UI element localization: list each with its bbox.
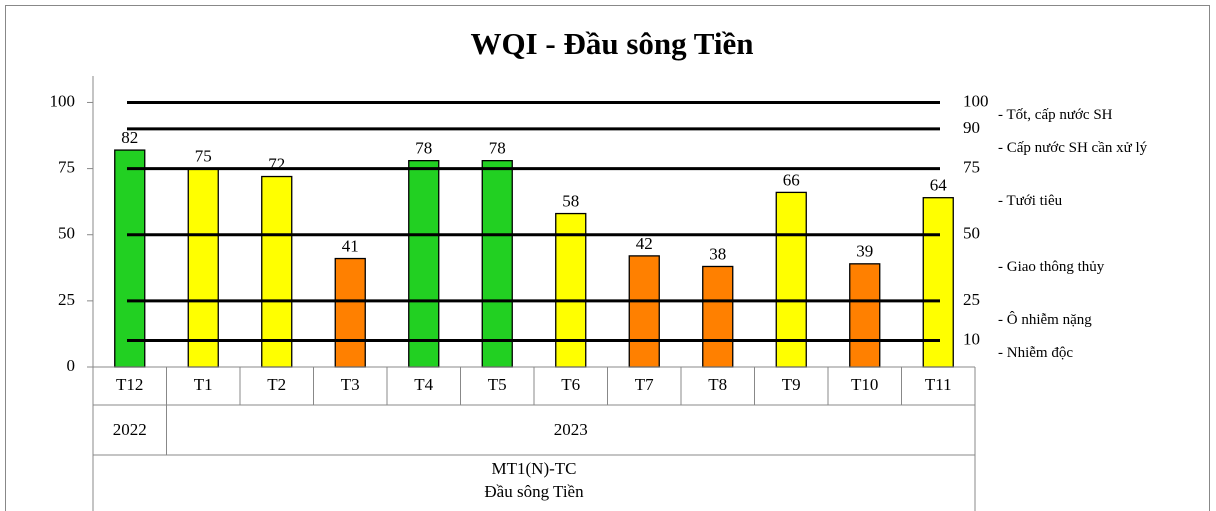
bar: [555, 212, 587, 368]
value-label: 78: [489, 139, 506, 158]
y-tick-label: 0: [67, 356, 76, 375]
x-tick-label: T4: [414, 375, 433, 394]
zone-label: - Nhiễm độc: [998, 345, 1073, 361]
bar: [702, 265, 734, 368]
zone-label: - Cấp nước SH cần xử lý: [998, 140, 1148, 156]
bar: [481, 160, 513, 368]
group-label: 2022: [113, 420, 147, 439]
x-tick-label: T8: [708, 375, 727, 394]
y2-tick-label: 50: [963, 224, 980, 243]
chart-title: WQI - Đầu sông Tiền: [470, 26, 753, 61]
x-tick-label: T11: [925, 375, 952, 394]
value-label: 38: [709, 244, 726, 263]
bar: [334, 257, 366, 368]
zone-label: - Tốt, cấp nước SH: [998, 107, 1113, 123]
x-tick-label: T5: [488, 375, 507, 394]
group-label: 2023: [554, 420, 588, 439]
x-tick-label: T6: [561, 375, 580, 394]
value-label: 41: [342, 236, 359, 255]
bar: [187, 167, 219, 368]
y-tick-label: 25: [58, 290, 75, 309]
y2-tick-label: 75: [963, 157, 980, 176]
x-tick-label: T12: [116, 375, 143, 394]
y2-tick-label: 90: [963, 118, 980, 137]
x-tick-label: T3: [341, 375, 360, 394]
y-tick-label: 50: [58, 224, 75, 243]
y-tick-label: 75: [58, 157, 75, 176]
zone-label: - Tưới tiêu: [998, 193, 1063, 209]
bar: [628, 255, 660, 368]
value-label: 72: [268, 154, 285, 173]
zone-label: - Ô nhiễm nặng: [998, 311, 1092, 328]
bar: [408, 160, 440, 368]
x-tick-label: T7: [635, 375, 654, 394]
x-tick-label: T1: [194, 375, 213, 394]
y2-tick-label: 10: [963, 329, 980, 348]
value-label: 66: [783, 170, 800, 189]
y2-tick-label: 100: [963, 91, 989, 110]
y-tick-label: 100: [50, 91, 76, 110]
bar: [114, 149, 146, 368]
y2-tick-label: 25: [963, 290, 980, 309]
value-label: 78: [415, 139, 432, 158]
value-label: 58: [562, 191, 579, 210]
value-label: 75: [195, 146, 212, 165]
bar: [922, 197, 954, 368]
x-tick-label: T10: [851, 375, 878, 394]
bar: [849, 263, 881, 368]
bar: [261, 175, 293, 368]
x-axis-label: Đầu sông Tiền: [484, 482, 584, 501]
value-label: 64: [930, 176, 948, 195]
zone-label: - Giao thông thủy: [998, 259, 1105, 275]
x-tick-label: T9: [782, 375, 801, 394]
value-label: 39: [856, 242, 873, 261]
x-tick-label: T2: [267, 375, 286, 394]
value-label: 82: [121, 128, 138, 147]
x-axis-label: MT1(N)-TC: [492, 459, 577, 478]
value-label: 42: [636, 234, 653, 253]
bar: [775, 191, 807, 368]
